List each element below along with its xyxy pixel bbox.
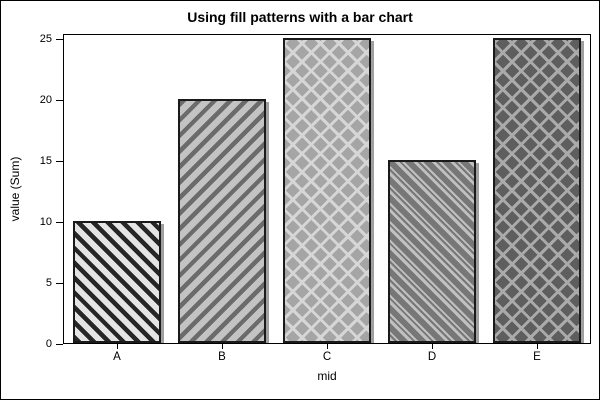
x-tick-label: A — [113, 351, 121, 363]
x-tick-mark — [327, 343, 328, 349]
x-tick-label: D — [427, 351, 437, 363]
y-tick-label: 25 — [39, 33, 52, 45]
bar-B — [178, 99, 266, 343]
x-tick-mark — [432, 343, 433, 349]
bar-C — [283, 38, 371, 343]
y-tick-mark — [56, 39, 63, 40]
y-tick-label: 10 — [39, 216, 52, 228]
x-tick-mark — [537, 343, 538, 349]
y-tick-mark — [56, 344, 63, 345]
y-tick-mark — [56, 161, 63, 162]
x-tick-label: E — [533, 351, 541, 363]
y-tick-label: 20 — [39, 94, 52, 106]
x-tick-label: B — [218, 351, 226, 363]
y-tick-label: 5 — [45, 277, 52, 289]
bar-A — [73, 221, 161, 343]
bar-E — [493, 38, 581, 343]
y-tick-mark — [56, 283, 63, 284]
bar-D — [388, 160, 476, 343]
x-tick-label: C — [322, 351, 332, 363]
x-tick-mark — [222, 343, 223, 349]
y-tick-label: 0 — [45, 338, 52, 350]
x-tick-mark — [117, 343, 118, 349]
chart-title: Using fill patterns with a bar chart — [187, 9, 413, 25]
y-tick-mark — [56, 100, 63, 101]
y-tick-mark — [56, 222, 63, 223]
plot-area — [63, 34, 591, 344]
y-tick-label: 15 — [39, 155, 52, 167]
x-axis-label: mid — [317, 369, 337, 383]
